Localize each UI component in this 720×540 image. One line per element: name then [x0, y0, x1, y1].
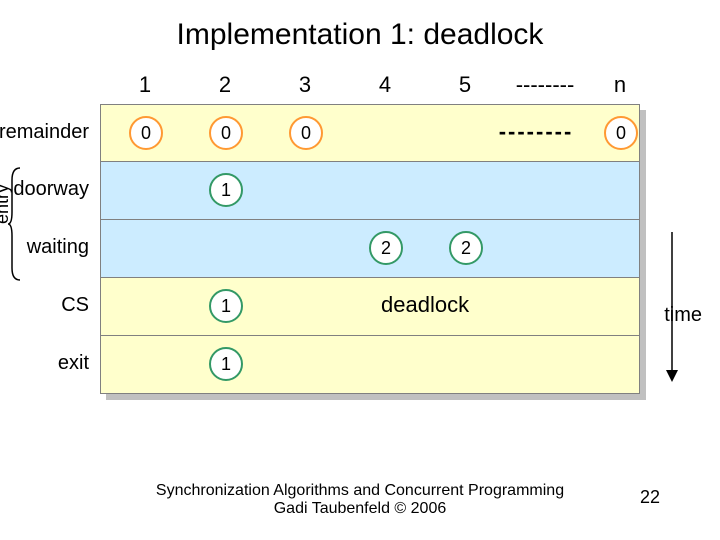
table-row: doorway1 — [100, 162, 640, 220]
state-circle: 1 — [209, 347, 243, 381]
state-circle: 0 — [604, 116, 638, 150]
column-header: 5 — [459, 72, 471, 98]
column-header: 2 — [219, 72, 231, 98]
state-circle: 2 — [369, 231, 403, 265]
state-circle: 2 — [449, 231, 483, 265]
column-header: 3 — [299, 72, 311, 98]
state-circle: 1 — [209, 173, 243, 207]
row-label: exit — [0, 352, 89, 375]
column-header: n — [614, 72, 626, 98]
entry-brace-icon — [8, 168, 22, 280]
diagram: 12345--------n remainder0000--------door… — [100, 70, 660, 394]
footer-credit: Synchronization Algorithms and Concurren… — [0, 482, 720, 518]
state-circle: 0 — [129, 116, 163, 150]
state-circle: 0 — [289, 116, 323, 150]
column-header: 1 — [139, 72, 151, 98]
page-number: 22 — [640, 487, 660, 508]
state-circle: 1 — [209, 289, 243, 323]
state-table: remainder0000--------doorway1waiting22CS… — [100, 104, 640, 394]
footer-line1: Synchronization Algorithms and Concurren… — [156, 482, 564, 499]
column-headers: 1 2 3 4 5 -------- n — [100, 70, 660, 104]
footer-line2: Gadi Taubenfeld © 2006 — [274, 500, 447, 517]
page-title: Implementation 1: deadlock — [0, 0, 720, 52]
table-row: waiting22 — [100, 220, 640, 278]
table-row: exit1 — [100, 336, 640, 394]
time-label: time — [664, 304, 702, 327]
table-row: CS1deadlock — [100, 278, 640, 336]
column-header: -------- — [516, 72, 575, 98]
table-row: remainder0000-------- — [100, 104, 640, 162]
deadlock-label: deadlock — [381, 292, 469, 318]
row-label: remainder — [0, 121, 89, 144]
row-label: CS — [0, 294, 89, 317]
column-header: 4 — [379, 72, 391, 98]
state-circle: 0 — [209, 116, 243, 150]
dash-text: -------- — [499, 119, 574, 145]
